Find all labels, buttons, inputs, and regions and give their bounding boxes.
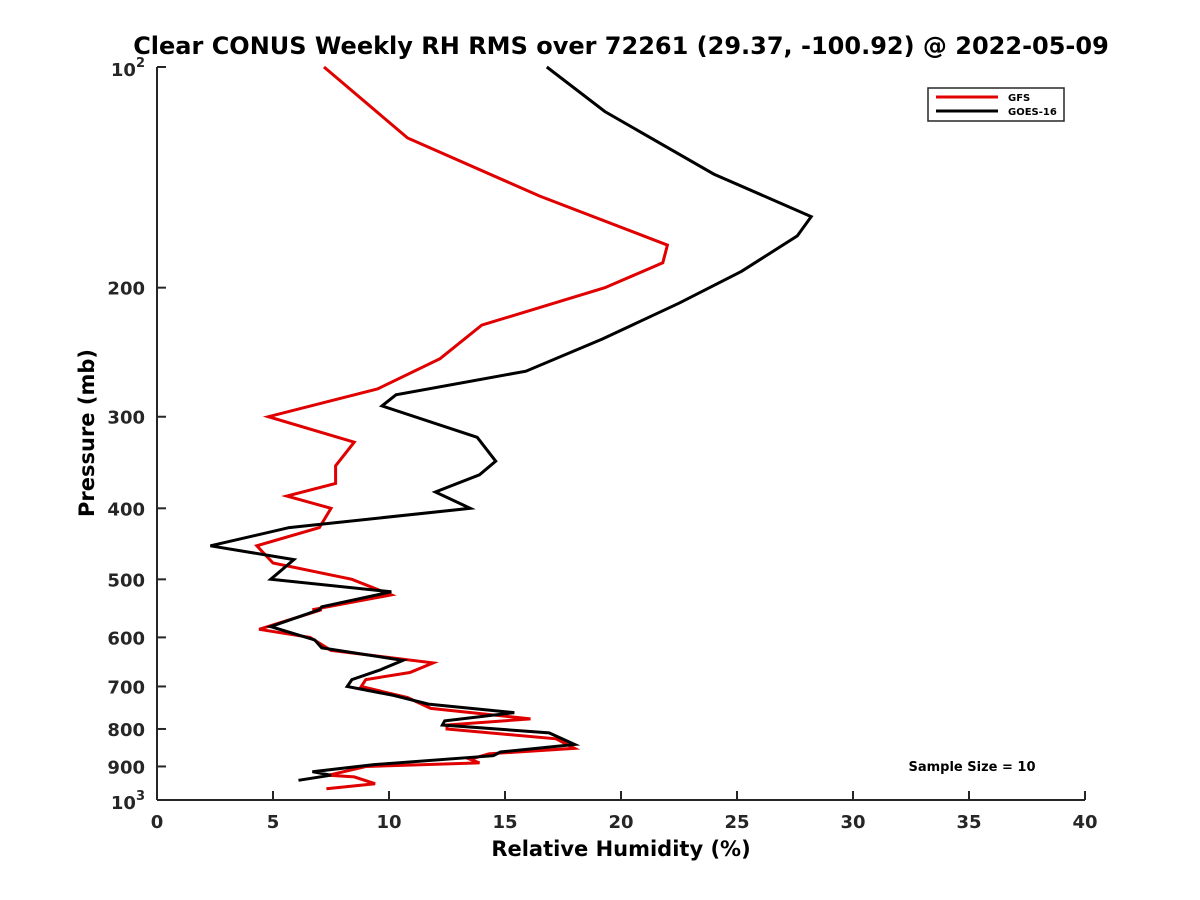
y-tick-label: 500: [107, 570, 145, 591]
y-tick-label: 400: [107, 499, 145, 520]
y-tick-label-bottom: 103: [111, 789, 145, 814]
sample-size-annotation: Sample Size = 10: [908, 760, 1035, 775]
x-tick-label: 10: [376, 812, 401, 833]
y-tick-label-top: 102: [111, 56, 145, 81]
legend-label: GOES-16: [1008, 107, 1057, 118]
legend-label: GFS: [1008, 93, 1030, 104]
series-line-goes-16: [210, 65, 814, 782]
y-tick-label: 700: [107, 677, 145, 698]
x-tick-label: 20: [608, 812, 633, 833]
y-tick-label: 300: [107, 408, 145, 429]
y-tick-label: 600: [107, 628, 145, 649]
y-tick-label: 200: [107, 279, 145, 300]
chart-title: Clear CONUS Weekly RH RMS over 72261 (29…: [133, 32, 1109, 60]
x-tick-label: 15: [492, 812, 517, 833]
x-tick-label: 5: [267, 812, 280, 833]
x-axis-label: Relative Humidity (%): [491, 837, 750, 861]
y-tick-label: 800: [107, 720, 145, 741]
y-tick-label: 900: [107, 757, 145, 778]
x-tick-label: 30: [840, 812, 865, 833]
series-line-gfs: [254, 65, 670, 791]
legend: GFS GOES-16: [927, 87, 1065, 122]
legend-box: [927, 87, 1065, 122]
x-tick-label: 40: [1072, 812, 1097, 833]
plot-area: 0 5 10 15 20 25 30 35 40 200 300 400 500 600 700 800 900…: [107, 56, 1097, 833]
x-tick-label: 35: [956, 812, 981, 833]
y-axis-label: Pressure (mb): [75, 349, 99, 517]
x-tick-label: 0: [151, 812, 164, 833]
x-tick-label: 25: [724, 812, 749, 833]
